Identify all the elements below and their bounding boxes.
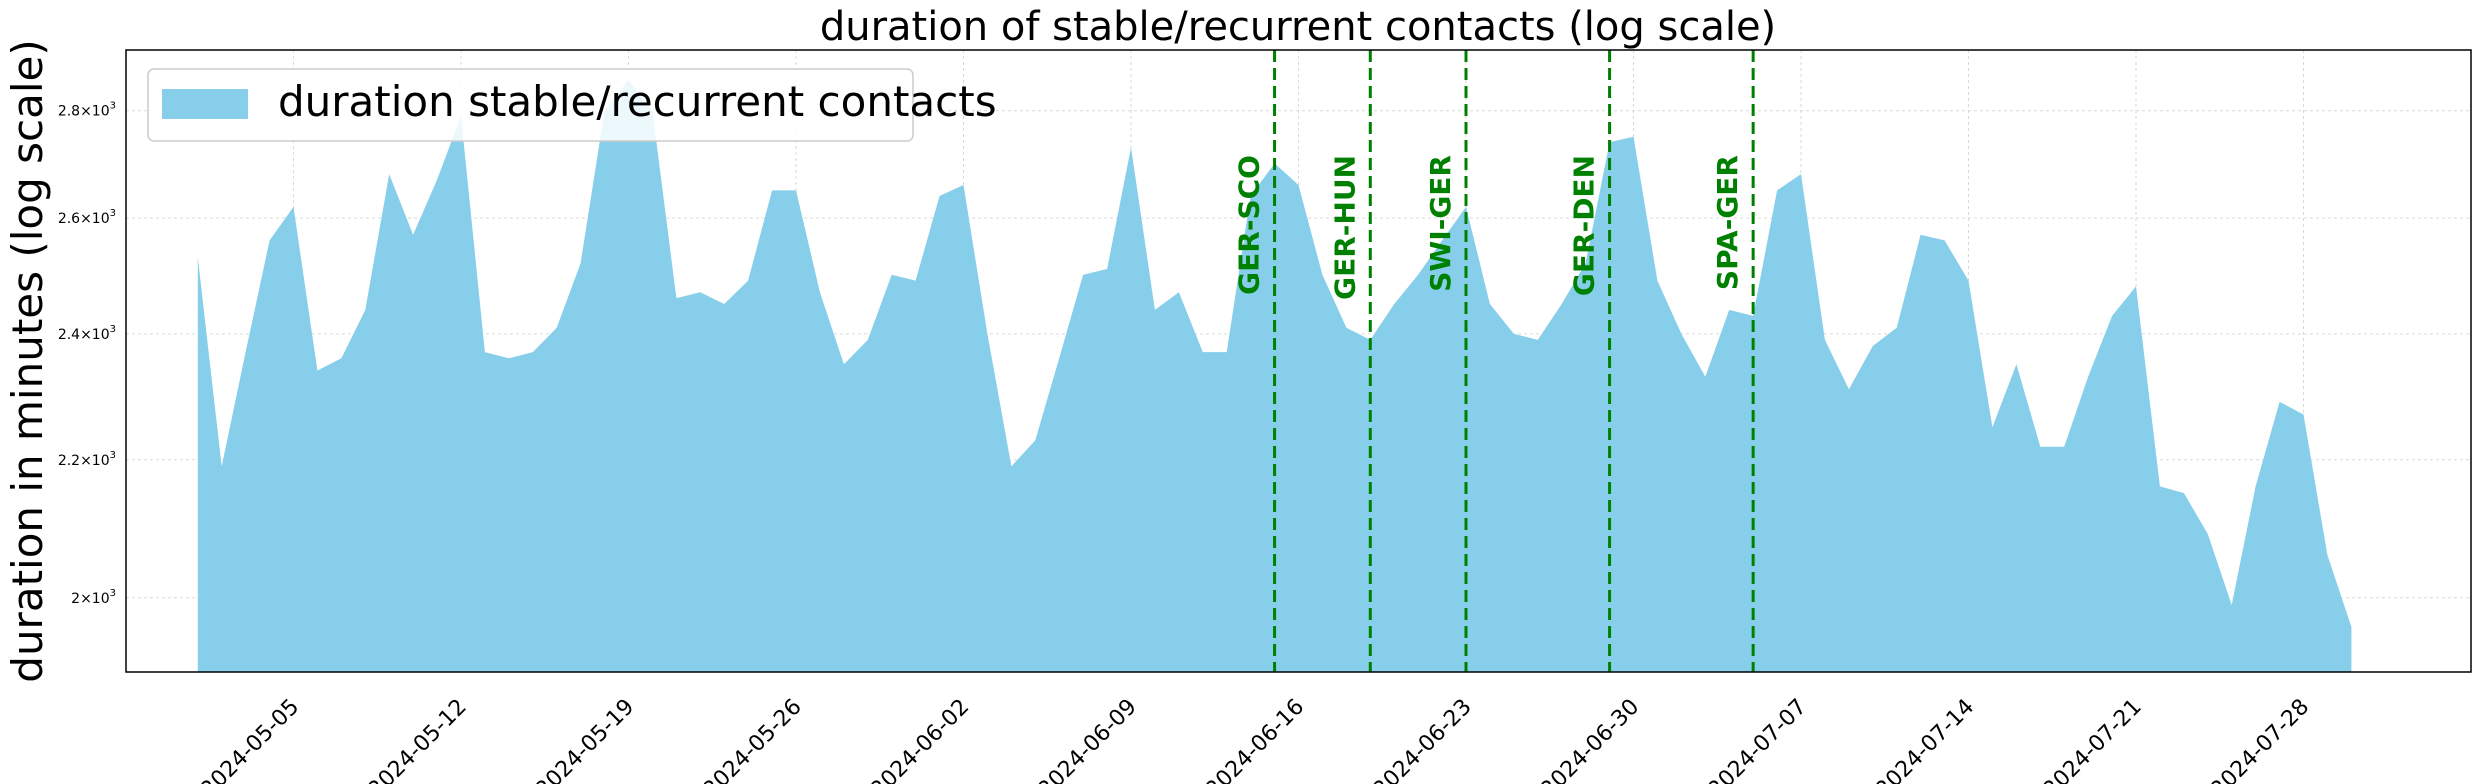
chart-title: duration of stable/recurrent contacts (l… [820,4,1776,50]
x-tick-label: 2024-06-30 [1536,694,1644,784]
legend: duration stable/recurrent contacts [147,68,997,142]
x-tick-label: 2024-07-28 [2206,694,2314,784]
legend-box [147,68,914,142]
event-label: GER-DEN [1568,155,1601,296]
y-tick-label: 2.2×103 [58,450,116,469]
event-label: SWI-GER [1424,155,1457,292]
y-tick-label: 2.8×103 [58,101,116,120]
x-tick-label: 2024-06-23 [1369,694,1477,784]
x-tick-label: 2024-05-12 [364,694,472,784]
y-tick-label: 2.6×103 [58,208,116,227]
y-tick-label: 2.4×103 [58,324,116,343]
event-layer: GER-SCO GER-HUN SWI-GER GER-DEN SPA-GER [1233,50,1755,672]
x-tick-label: 2024-05-19 [531,694,639,784]
x-tick-label: 2024-07-07 [1704,694,1812,784]
legend-swatch [162,89,248,119]
legend-label: duration stable/recurrent contacts [278,77,997,126]
x-tick-label: 2024-05-05 [196,694,304,784]
y-tick-label: 2×103 [71,588,116,607]
plot-frame [125,49,2472,673]
event-label: SPA-GER [1711,155,1744,290]
x-tick-label: 2024-07-21 [2039,694,2147,784]
x-tick-label: 2024-05-26 [699,694,807,784]
x-tick-label: 2024-06-16 [1201,694,1309,784]
x-tick-label: 2024-07-14 [1871,694,1979,784]
y-axis-label: duration in minutes (log scale) [3,39,52,682]
event-label: GER-HUN [1328,155,1361,300]
x-tick-label: 2024-06-02 [866,694,974,784]
x-tick-label: 2024-06-09 [1034,694,1142,784]
event-label: GER-SCO [1233,155,1266,295]
